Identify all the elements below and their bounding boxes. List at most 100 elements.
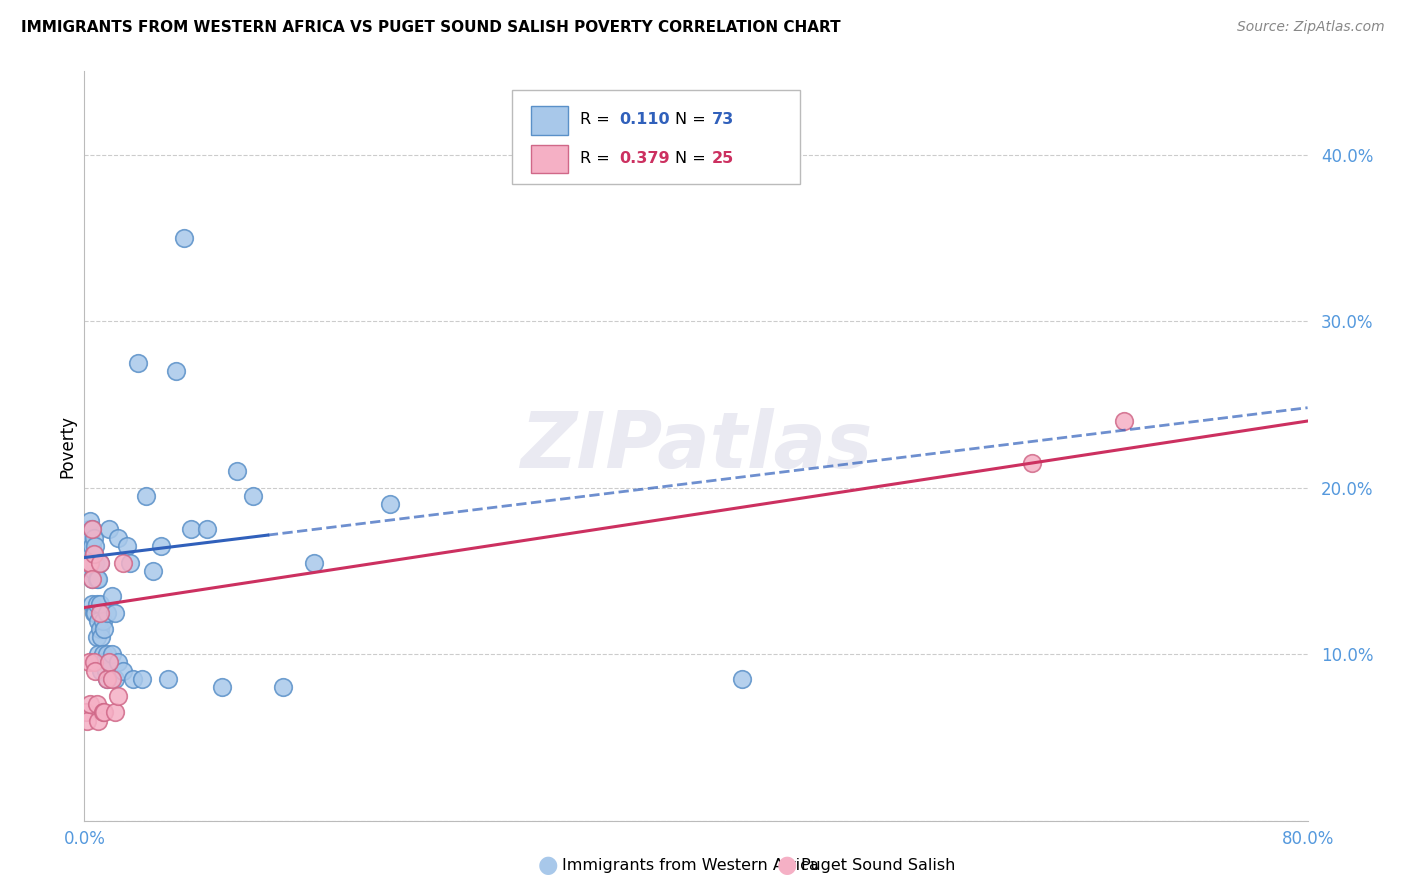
Point	[90, 631, 112, 645]
Point	[91, 647, 114, 661]
Point	[131, 672, 153, 686]
Point	[84, 539, 107, 553]
Point	[77, 539, 100, 553]
Point	[83, 564, 105, 578]
Text: 0.110: 0.110	[619, 112, 669, 128]
Point	[76, 547, 98, 561]
Point	[84, 664, 107, 678]
Point	[80, 539, 103, 553]
Text: ●: ●	[538, 854, 558, 877]
Point	[380, 497, 402, 511]
Point	[83, 547, 105, 561]
Text: 0.379: 0.379	[619, 151, 669, 166]
Point	[142, 564, 165, 578]
Point	[87, 647, 110, 661]
Point	[79, 564, 101, 578]
Text: R =: R =	[579, 112, 614, 128]
Point	[84, 556, 107, 570]
Point	[84, 606, 107, 620]
Point	[87, 714, 110, 728]
Point	[226, 464, 249, 478]
Point	[79, 531, 101, 545]
Point	[111, 556, 134, 570]
Point	[104, 606, 127, 620]
Text: Puget Sound Salish: Puget Sound Salish	[801, 858, 956, 872]
Text: ZIPatlas: ZIPatlas	[520, 408, 872, 484]
Point	[101, 672, 124, 686]
Point	[89, 556, 111, 570]
Point	[271, 681, 294, 695]
Point	[83, 531, 105, 545]
Point	[97, 656, 120, 670]
Point	[104, 706, 127, 720]
Point	[80, 572, 103, 586]
Point	[80, 522, 103, 536]
FancyBboxPatch shape	[513, 90, 800, 184]
Point	[94, 664, 117, 678]
Point	[80, 572, 103, 586]
Point	[86, 697, 108, 711]
Point	[120, 556, 142, 570]
Point	[83, 656, 105, 670]
Point	[87, 614, 110, 628]
Point	[79, 547, 101, 561]
Text: N =: N =	[675, 151, 711, 166]
Text: 73: 73	[711, 112, 734, 128]
FancyBboxPatch shape	[531, 106, 568, 135]
Point	[89, 656, 111, 670]
Point	[79, 514, 101, 528]
Text: IMMIGRANTS FROM WESTERN AFRICA VS PUGET SOUND SALISH POVERTY CORRELATION CHART: IMMIGRANTS FROM WESTERN AFRICA VS PUGET …	[21, 20, 841, 35]
Point	[122, 672, 145, 686]
Point	[101, 647, 124, 661]
Point	[96, 606, 118, 620]
Point	[75, 706, 97, 720]
Point	[89, 556, 111, 570]
Point	[127, 356, 149, 370]
Text: Immigrants from Western Africa: Immigrants from Western Africa	[562, 858, 820, 872]
Point	[731, 672, 754, 686]
Point	[86, 572, 108, 586]
Point	[242, 489, 264, 503]
Point	[77, 556, 100, 570]
Point	[89, 606, 111, 620]
Point	[79, 556, 101, 570]
Point	[173, 231, 195, 245]
Point	[157, 672, 180, 686]
Point	[75, 539, 97, 553]
Point	[83, 606, 105, 620]
Point	[97, 656, 120, 670]
Point	[111, 664, 134, 678]
Y-axis label: Poverty: Poverty	[58, 415, 76, 477]
Point	[89, 622, 111, 636]
Point	[84, 656, 107, 670]
Point	[77, 656, 100, 670]
Point	[211, 681, 233, 695]
Point	[80, 522, 103, 536]
Point	[91, 706, 114, 720]
Point	[93, 706, 115, 720]
Point	[115, 539, 138, 553]
Point	[76, 714, 98, 728]
Point	[107, 531, 129, 545]
Point	[87, 572, 110, 586]
Point	[96, 672, 118, 686]
Text: N =: N =	[675, 112, 711, 128]
Point	[149, 539, 172, 553]
Point	[1114, 414, 1136, 428]
Point	[80, 597, 103, 611]
Point	[97, 522, 120, 536]
Point	[135, 489, 157, 503]
Point	[76, 531, 98, 545]
Point	[107, 689, 129, 703]
FancyBboxPatch shape	[531, 145, 568, 173]
Point	[77, 522, 100, 536]
Point	[195, 522, 218, 536]
Point	[79, 697, 101, 711]
Text: R =: R =	[579, 151, 614, 166]
Point	[101, 589, 124, 603]
Point	[91, 614, 114, 628]
Point	[96, 672, 118, 686]
Point	[1021, 456, 1043, 470]
Point	[93, 622, 115, 636]
Point	[302, 556, 325, 570]
